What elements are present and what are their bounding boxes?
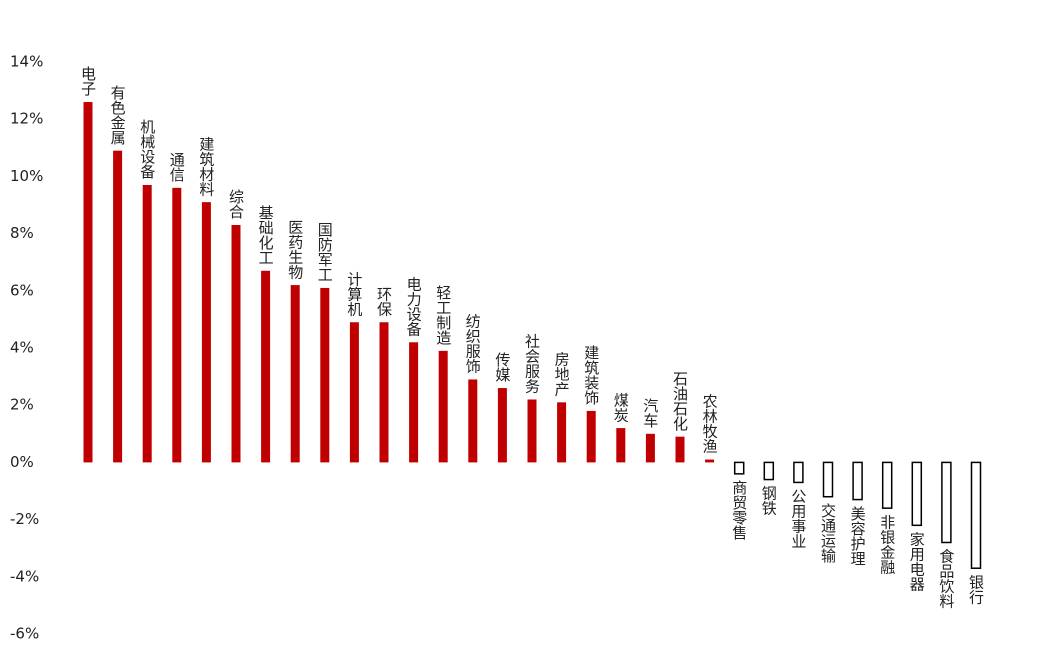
bar [349, 322, 359, 463]
y-tick-label: -2% [10, 510, 39, 528]
category-label: 商贸零售 [730, 480, 748, 540]
y-tick-label: 10% [10, 167, 43, 185]
category-label: 国防军工 [316, 222, 334, 282]
bar [970, 461, 982, 569]
bar [83, 102, 93, 463]
category-label: 纺织服饰 [464, 313, 482, 373]
category-label: 建筑材料 [197, 136, 215, 196]
y-tick-label: 0% [10, 453, 34, 471]
bar [409, 342, 419, 463]
category-label: 医药生物 [286, 219, 304, 280]
bar [379, 322, 389, 463]
category-label: 基础化工 [257, 205, 275, 265]
category-label: 机械设备 [138, 119, 156, 179]
bar [142, 184, 152, 463]
y-tick-label: 2% [10, 396, 34, 414]
y-tick-label: 4% [10, 339, 34, 357]
category-label: 银行 [967, 574, 985, 605]
category-label: 汽车 [641, 398, 659, 428]
bar [320, 287, 330, 463]
category-label: 环保 [375, 286, 393, 316]
category-label: 社会服务 [523, 333, 541, 394]
category-label: 传媒 [493, 352, 511, 382]
y-tick-label: 12% [10, 110, 43, 128]
category-label: 有色金属 [109, 85, 127, 145]
category-label: 公用事业 [789, 488, 807, 548]
category-label: 综合 [227, 189, 245, 219]
bar [763, 461, 775, 481]
bar [793, 461, 804, 484]
bar [527, 399, 537, 463]
y-tick-label: -6% [10, 625, 39, 643]
bar [497, 388, 507, 463]
category-label: 非银金融 [878, 514, 896, 574]
category-label: 食品饮料 [937, 548, 955, 608]
bar [113, 150, 123, 463]
bar [616, 428, 626, 463]
category-label: 轻工制造 [434, 285, 452, 346]
category-label: 房地产 [553, 351, 571, 396]
bar [911, 461, 923, 527]
bar [733, 461, 745, 475]
category-label: 农林牧渔 [701, 394, 719, 454]
y-tick-label: -4% [10, 567, 39, 585]
bar [645, 433, 655, 463]
category-label: 电子 [79, 66, 97, 96]
bar [231, 225, 241, 463]
bar [705, 459, 715, 463]
y-tick-label: 8% [10, 224, 34, 242]
bar [468, 379, 478, 463]
category-label: 钢铁 [760, 486, 778, 516]
bar [941, 461, 952, 544]
bar [172, 187, 182, 463]
category-label: 家用电器 [908, 531, 926, 591]
category-label: 交通运输 [819, 502, 837, 563]
category-label: 煤炭 [612, 392, 630, 422]
bar [261, 270, 271, 463]
category-label: 通信 [168, 152, 186, 182]
bar [201, 202, 211, 463]
bar [586, 410, 596, 463]
bar [852, 461, 863, 501]
bar [822, 461, 834, 498]
bar [438, 350, 448, 463]
bar [290, 285, 300, 463]
bar [675, 436, 685, 463]
category-label: 美容护理 [849, 506, 867, 566]
category-label: 建筑装饰 [582, 345, 600, 405]
category-label: 电力设备 [405, 276, 423, 336]
y-tick-label: 6% [10, 281, 34, 299]
y-tick-label: 14% [10, 53, 43, 71]
bar [557, 402, 567, 463]
category-label: 计算机 [345, 271, 363, 317]
category-label: 石油石化 [671, 371, 689, 431]
bar [881, 461, 893, 509]
